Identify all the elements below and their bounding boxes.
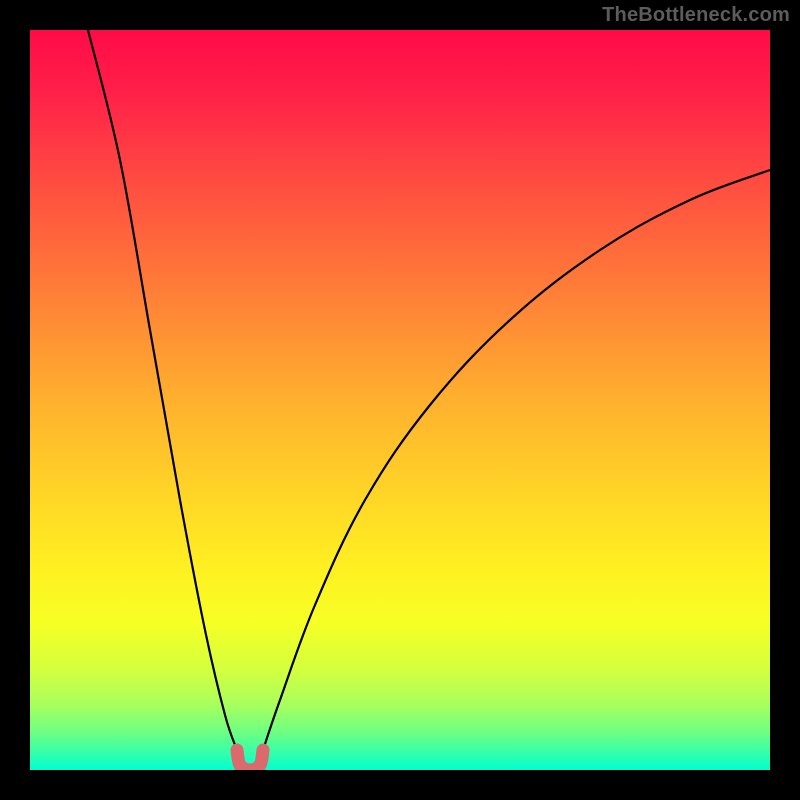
chart-canvas: TheBottleneck.com <box>0 0 800 800</box>
plot-background <box>30 30 770 770</box>
bottleneck-curve-chart <box>0 0 800 800</box>
watermark-text: TheBottleneck.com <box>602 4 790 27</box>
